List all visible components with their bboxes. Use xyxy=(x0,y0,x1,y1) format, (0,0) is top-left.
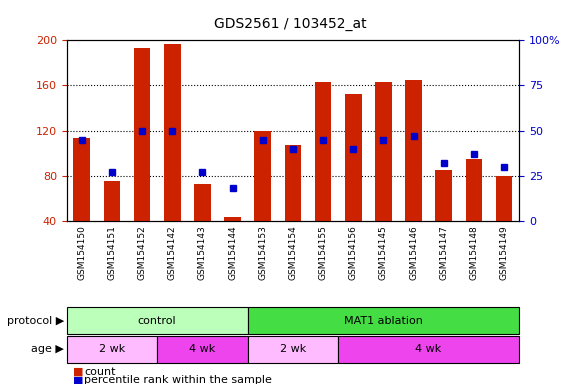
Bar xyxy=(164,44,180,221)
Text: GSM154151: GSM154151 xyxy=(107,225,117,280)
Bar xyxy=(496,176,512,221)
Text: GSM154153: GSM154153 xyxy=(258,225,267,280)
Bar xyxy=(74,139,90,221)
Bar xyxy=(285,145,301,221)
Bar xyxy=(67,336,157,363)
Bar xyxy=(255,131,271,221)
Text: GSM154143: GSM154143 xyxy=(198,225,207,280)
Text: age ▶: age ▶ xyxy=(31,344,64,354)
Text: GSM154145: GSM154145 xyxy=(379,225,388,280)
Bar xyxy=(375,82,392,221)
Text: control: control xyxy=(138,316,176,326)
Text: 4 wk: 4 wk xyxy=(189,344,216,354)
Bar xyxy=(248,307,519,334)
Text: GSM154150: GSM154150 xyxy=(77,225,86,280)
Text: ■: ■ xyxy=(72,375,83,384)
Text: GSM154146: GSM154146 xyxy=(409,225,418,280)
Text: GSM154142: GSM154142 xyxy=(168,225,177,280)
Text: protocol ▶: protocol ▶ xyxy=(6,316,64,326)
Text: GSM154144: GSM154144 xyxy=(228,225,237,280)
Text: ■: ■ xyxy=(72,367,83,377)
Bar xyxy=(436,170,452,221)
Text: GSM154149: GSM154149 xyxy=(499,225,509,280)
Bar xyxy=(194,184,211,221)
Bar xyxy=(345,94,361,221)
Bar xyxy=(134,48,150,221)
Text: 2 wk: 2 wk xyxy=(99,344,125,354)
Bar xyxy=(104,181,120,221)
Bar xyxy=(405,80,422,221)
Bar xyxy=(224,217,241,221)
Text: count: count xyxy=(84,367,115,377)
Text: MAT1 ablation: MAT1 ablation xyxy=(344,316,423,326)
Bar xyxy=(338,336,519,363)
Text: GSM154156: GSM154156 xyxy=(349,225,358,280)
Text: GSM154154: GSM154154 xyxy=(288,225,298,280)
Text: GSM154148: GSM154148 xyxy=(469,225,478,280)
Bar xyxy=(466,159,482,221)
Text: GSM154155: GSM154155 xyxy=(318,225,328,280)
Text: percentile rank within the sample: percentile rank within the sample xyxy=(84,375,272,384)
Text: 4 wk: 4 wk xyxy=(415,344,442,354)
Text: GSM154147: GSM154147 xyxy=(439,225,448,280)
Bar xyxy=(315,82,331,221)
Bar xyxy=(248,336,338,363)
Bar xyxy=(67,307,248,334)
Text: 2 wk: 2 wk xyxy=(280,344,306,354)
Bar xyxy=(157,336,248,363)
Text: GSM154152: GSM154152 xyxy=(137,225,147,280)
Text: GDS2561 / 103452_at: GDS2561 / 103452_at xyxy=(213,17,367,31)
